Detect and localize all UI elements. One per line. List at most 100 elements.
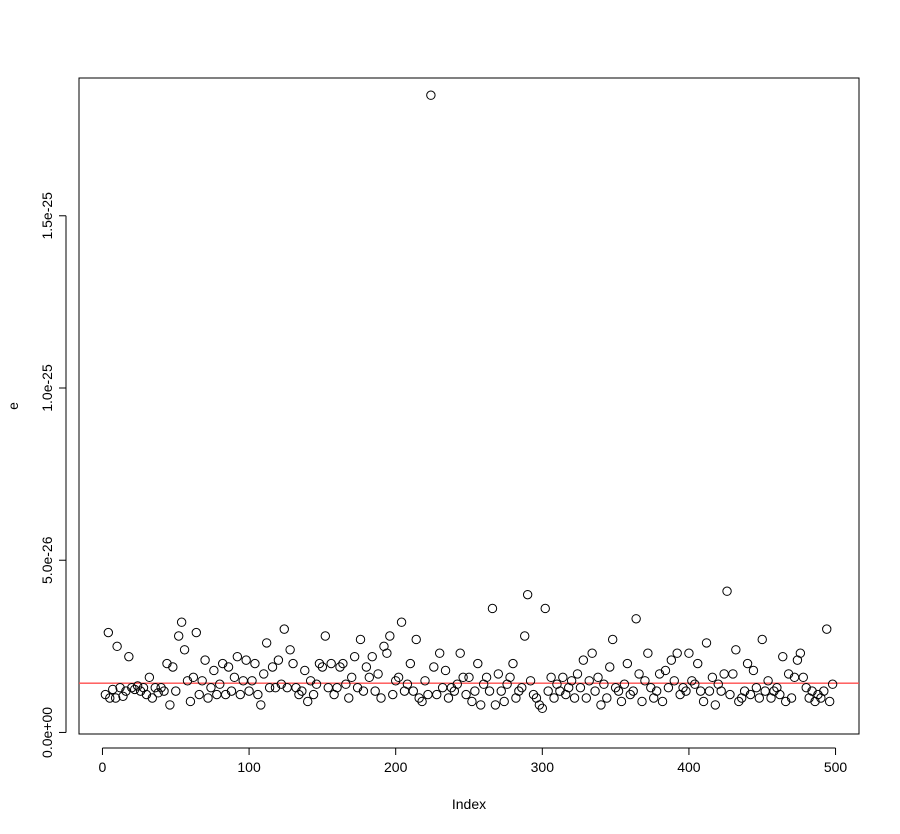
data-point	[179, 645, 190, 655]
x-tick-label: 400	[677, 759, 701, 775]
data-point	[197, 676, 207, 686]
data-point	[666, 655, 677, 665]
data-point	[285, 645, 295, 655]
data-point	[643, 648, 653, 658]
data-point	[605, 662, 615, 672]
x-tick-label: 200	[384, 759, 408, 775]
data-point	[590, 686, 600, 696]
data-point	[499, 696, 509, 707]
data-point	[308, 689, 319, 700]
data-point	[734, 696, 744, 707]
data-point	[481, 672, 492, 683]
data-point	[695, 686, 706, 696]
data-point	[701, 638, 712, 648]
data-point	[628, 686, 638, 696]
data-point	[827, 679, 838, 689]
data-point	[226, 686, 237, 696]
data-point	[393, 672, 404, 683]
data-point	[819, 686, 829, 696]
data-point	[622, 658, 633, 669]
x-tick-label: 100	[237, 759, 261, 775]
data-point	[215, 679, 225, 689]
data-point	[546, 672, 556, 683]
data-point	[232, 651, 243, 662]
data-point	[135, 686, 146, 696]
data-point	[176, 617, 187, 627]
data-point	[220, 689, 231, 700]
data-point	[115, 682, 125, 693]
data-point	[757, 634, 767, 645]
data-point	[297, 686, 307, 696]
data-point	[347, 672, 357, 683]
data-point	[182, 676, 193, 686]
data-point	[212, 689, 222, 700]
y-tick-label: 5.0e-26	[39, 536, 55, 584]
data-point	[637, 696, 647, 707]
data-point	[634, 669, 644, 679]
data-point	[693, 658, 703, 669]
data-point	[687, 676, 697, 686]
data-point	[599, 679, 609, 689]
y-tick-label: 1.5e-25	[39, 192, 55, 240]
data-point	[537, 703, 548, 714]
data-point	[191, 627, 201, 638]
data-point	[165, 700, 175, 710]
data-point	[593, 672, 603, 683]
data-point	[731, 645, 741, 655]
data-point	[162, 658, 172, 669]
data-point	[716, 686, 726, 696]
x-tick-label: 300	[531, 759, 555, 775]
data-point	[250, 658, 260, 669]
data-point	[173, 631, 184, 641]
data-point	[640, 676, 650, 686]
data-point	[203, 693, 213, 703]
data-point	[437, 682, 448, 693]
data-point	[130, 684, 140, 695]
data-point	[150, 682, 160, 693]
data-point	[690, 679, 700, 689]
data-point	[110, 693, 121, 703]
data-point	[267, 662, 278, 672]
data-point	[194, 689, 204, 700]
x-tick-label: 500	[824, 759, 848, 775]
data-point	[305, 676, 316, 686]
data-point	[528, 689, 539, 700]
data-point	[168, 662, 178, 672]
data-point	[244, 686, 254, 696]
data-point	[461, 689, 471, 700]
data-point	[385, 631, 395, 641]
data-point	[775, 689, 785, 700]
data-point	[108, 684, 118, 695]
data-point	[390, 676, 401, 686]
data-point	[420, 676, 430, 686]
data-point	[710, 700, 721, 710]
data-point	[323, 682, 333, 693]
data-point	[458, 672, 468, 683]
data-point	[493, 669, 504, 679]
data-point	[558, 672, 568, 683]
data-point	[247, 676, 257, 686]
data-point	[443, 693, 454, 703]
data-point	[555, 686, 565, 696]
data-point	[566, 676, 577, 686]
data-point	[763, 676, 773, 686]
x-tick-label: 0	[99, 759, 107, 775]
data-point	[127, 682, 137, 693]
data-point	[320, 631, 331, 641]
data-point	[264, 682, 275, 693]
data-point	[760, 686, 770, 696]
data-point	[241, 655, 251, 665]
data-point	[464, 672, 474, 683]
data-point	[646, 682, 656, 693]
data-point	[452, 679, 462, 689]
data-point	[514, 686, 524, 696]
data-point	[417, 696, 427, 707]
data-point	[132, 681, 143, 691]
data-point	[549, 693, 559, 703]
data-point	[522, 589, 533, 600]
data-point	[388, 689, 398, 700]
data-point	[349, 651, 360, 662]
data-point	[619, 679, 630, 689]
data-point	[487, 603, 498, 614]
